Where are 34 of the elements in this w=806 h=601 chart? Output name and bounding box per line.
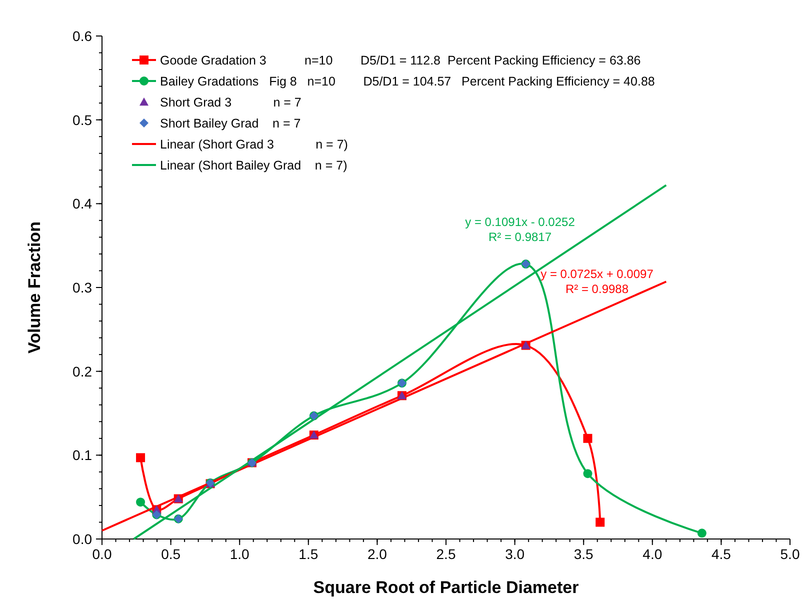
y-tick-label: 0.6 — [72, 28, 92, 44]
x-tick-label: 1.0 — [230, 546, 250, 562]
legend-label: Short Bailey Grad n = 7 — [160, 116, 301, 130]
x-tick-label: 0.0 — [92, 546, 112, 562]
annotation: y = 0.1091x - 0.0252 R² = 0.9817 — [465, 215, 576, 244]
y-tick-label: 0.5 — [72, 112, 92, 128]
point — [697, 528, 706, 538]
point — [136, 498, 146, 507]
legend-label: Short Grad 3 n = 7 — [160, 96, 302, 110]
legend-label: Linear (Short Bailey Grad n = 7) — [160, 158, 348, 172]
annotation: y = 0.0725x + 0.0097 R² = 0.9988 — [540, 267, 654, 296]
x-tick-label: 0.5 — [161, 546, 181, 562]
legend-label: Bailey Gradations Fig 8 n=10 D5/D1 = 104.57 Percent Packing Efficiency = 40.88 — [160, 74, 655, 88]
y-tick-label: 0.2 — [72, 363, 92, 380]
x-tick-label: 1.5 — [298, 546, 318, 562]
legend-label: Linear (Short Grad 3 n = 7) — [160, 138, 348, 152]
x-tick-label: 4.5 — [711, 546, 732, 562]
point — [596, 518, 605, 527]
x-tick-label: 5.0 — [780, 546, 800, 562]
y-tick-label: 0.3 — [72, 280, 92, 296]
x-tick-label: 3.0 — [505, 546, 525, 562]
legend-label: Goode Gradation 3 n=10 D5/D1 = 112.8 Percent Packing Efficiency = 63.86 — [160, 54, 641, 68]
y-tick-label: 0.0 — [72, 531, 92, 547]
x-tick-label: 2.0 — [367, 546, 388, 562]
x-tick-label: 3.5 — [574, 546, 594, 562]
point — [583, 469, 592, 478]
x-tick-label: 2.5 — [436, 546, 456, 562]
y-tick-label: 0.4 — [72, 196, 92, 212]
y-tick-label: 0.1 — [72, 447, 92, 464]
y-axis-title: Volume Fraction — [25, 222, 44, 354]
point — [583, 434, 592, 443]
x-tick-label: 4.0 — [642, 546, 662, 562]
point — [136, 453, 146, 462]
x-axis-title: Square Root of Particle Diameter — [313, 578, 580, 597]
